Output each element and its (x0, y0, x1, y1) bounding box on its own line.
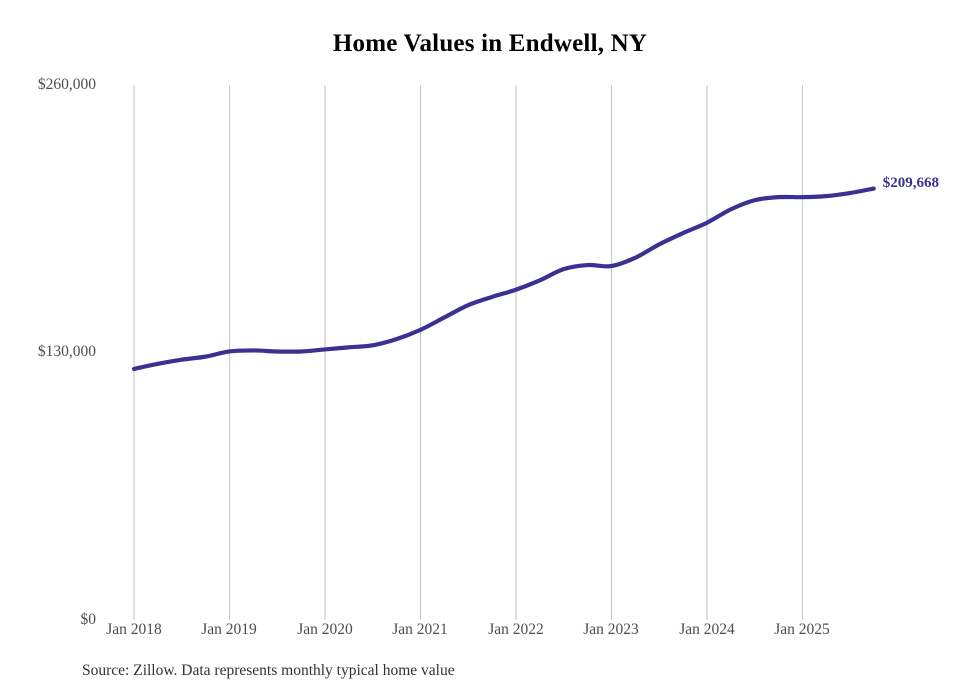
xtick-label-jan-2018: Jan 2018 (106, 621, 162, 638)
xtick-label-jan-2024: Jan 2024 (679, 621, 735, 638)
end-value-label: $209,668 (882, 174, 939, 191)
ytick-label-0: $0 (80, 611, 97, 628)
ytick-label-260000: $260,000 (37, 76, 96, 93)
xtick-label-jan-2023: Jan 2023 (583, 621, 639, 638)
xtick-label-jan-2019: Jan 2019 (201, 621, 257, 638)
ytick-label-130000: $130,000 (37, 343, 96, 360)
xtick-label-jan-2021: Jan 2021 (392, 621, 448, 638)
xtick-label-jan-2020: Jan 2020 (297, 621, 353, 638)
chart-title: Home Values in Endwell, NY (332, 30, 648, 57)
xtick-label-jan-2022: Jan 2022 (488, 621, 544, 638)
home-value-line (131, 186, 876, 372)
source-note: Source: Zillow. Data represents monthly … (82, 662, 455, 679)
xtick-label-jan-2025: Jan 2025 (774, 621, 830, 638)
